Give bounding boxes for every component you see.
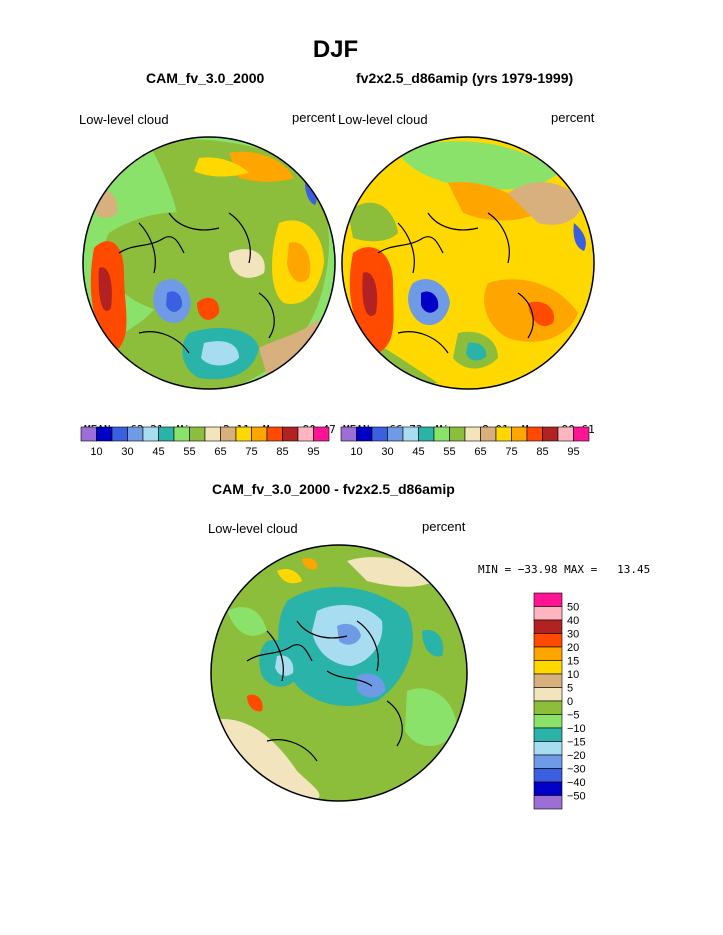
- colorbar-difference-swatch: [533, 754, 563, 769]
- colorbar-panel-2-tick-label: 45: [412, 446, 424, 458]
- colorbar-panel-1-swatch: [80, 426, 97, 442]
- colorbar-panel-2-swatch: [402, 426, 419, 442]
- colorbar-difference-swatch: [533, 687, 563, 702]
- colorbar-panel-1-swatch: [313, 426, 330, 442]
- panel-1-units-label: percent: [292, 110, 336, 125]
- colorbar-panel-1-swatch: [142, 426, 159, 442]
- colorbar-difference-swatch: [533, 700, 563, 715]
- colorbar-panel-2-swatch: [526, 426, 543, 442]
- colorbar-difference-tick-label: 40: [567, 615, 579, 627]
- colorbar-panel-2-swatch: [557, 426, 574, 442]
- colorbar-difference-tick-label: −5: [567, 710, 580, 722]
- colorbar-panel-1-tick-label: 85: [276, 446, 288, 458]
- colorbar-difference-tick-label: 50: [567, 602, 579, 614]
- colorbar-panel-2-swatch: [542, 426, 559, 442]
- colorbar-difference-swatch: [533, 673, 563, 688]
- colorbar-difference-swatch: [533, 660, 563, 675]
- colorbar-panel-1-swatch: [282, 426, 299, 442]
- colorbar-panel-2-tick-label: 95: [567, 446, 579, 458]
- colorbar-panel-1-swatch: [173, 426, 190, 442]
- panel-1-variable-label: Low-level cloud: [79, 112, 169, 127]
- colorbar-panel-2-swatch: [356, 426, 373, 442]
- colorbar-difference-swatch: [533, 633, 563, 648]
- colorbar-difference-tick-label: −15: [567, 737, 586, 749]
- polar-map-difference: [210, 544, 468, 802]
- colorbar-difference-swatch: [533, 781, 563, 796]
- colorbar-panel-2-swatch: [387, 426, 404, 442]
- colorbar-difference-swatch: [533, 714, 563, 729]
- colorbar-difference-swatch: [533, 768, 563, 783]
- colorbar-panel-1-swatch: [220, 426, 237, 442]
- colorbar-panel-1-swatch: [251, 426, 268, 442]
- colorbar-panel-2-swatch: [511, 426, 528, 442]
- colorbar-panel-2-swatch: [573, 426, 590, 442]
- colorbar-panel-1-swatch: [189, 426, 206, 442]
- colorbar-difference-swatch: [533, 619, 563, 634]
- panel-2-model-title: fv2x2.5_d86amip (yrs 1979-1999): [356, 70, 574, 86]
- colorbar-panel-2-swatch: [433, 426, 450, 442]
- colorbar-panel-1-swatch: [96, 426, 113, 442]
- colorbar-panel-2: 10 30 45 55 65 75 85 95: [340, 426, 590, 458]
- colorbar-difference-swatch: [533, 646, 563, 661]
- colorbar-difference-tick-label: −30: [567, 764, 586, 776]
- colorbar-difference-swatch: [533, 592, 563, 607]
- colorbar-panel-1-tick-label: 45: [152, 446, 164, 458]
- colorbar-difference-tick-label: −10: [567, 723, 586, 735]
- colorbar-difference-tick-label: 5: [567, 683, 573, 695]
- panel-2-units-label: percent: [551, 110, 595, 125]
- colorbar-panel-1-tick-label: 55: [183, 446, 195, 458]
- colorbar-panel-1-swatch: [158, 426, 175, 442]
- page-title: DJF: [312, 36, 359, 63]
- colorbar-difference-tick-label: 20: [567, 642, 579, 654]
- difference-variable-label: Low-level cloud: [208, 521, 298, 536]
- colorbar-difference-tick-label: 10: [567, 669, 579, 681]
- colorbar-panel-1-swatch: [204, 426, 221, 442]
- difference-title: CAM_fv_3.0_2000 - fv2x2.5_d86amip: [212, 481, 455, 497]
- colorbar-panel-1-swatch: [235, 426, 252, 442]
- colorbar-panel-2-tick-label: 75: [505, 446, 517, 458]
- colorbar-panel-2-swatch: [371, 426, 388, 442]
- colorbar-panel-2-tick-label: 85: [536, 446, 548, 458]
- colorbar-difference-tick-label: 0: [567, 696, 573, 708]
- colorbar-panel-1-tick-label: 65: [214, 446, 226, 458]
- colorbar-panel-2-swatch: [480, 426, 497, 442]
- colorbar-panel-2-swatch: [464, 426, 481, 442]
- colorbar-panel-2-swatch: [449, 426, 466, 442]
- colorbar-difference-swatch: [533, 606, 563, 621]
- colorbar-panel-1-tick-label: 10: [90, 446, 102, 458]
- colorbar-difference-swatch: [533, 741, 563, 756]
- colorbar-panel-1-tick-label: 75: [245, 446, 257, 458]
- difference-units-label: percent: [422, 519, 466, 534]
- colorbar-panel-1-swatch: [127, 426, 144, 442]
- colorbar-panel-1-swatch: [111, 426, 128, 442]
- colorbar-panel-2-tick-label: 30: [381, 446, 393, 458]
- panel-2-variable-label: Low-level cloud: [338, 112, 428, 127]
- colorbar-difference-swatch: [533, 795, 563, 810]
- difference-min-max: MIN = −33.98 MAX = 13.45: [478, 563, 651, 576]
- colorbar-panel-1-swatch: [266, 426, 283, 442]
- colorbar-difference-tick-label: −50: [567, 791, 586, 803]
- colorbar-difference-tick-label: 30: [567, 629, 579, 641]
- colorbar-panel-2-swatch: [340, 426, 357, 442]
- colorbar-panel-2-tick-label: 55: [443, 446, 455, 458]
- colorbar-panel-1-swatch: [297, 426, 314, 442]
- panel-1-model-title: CAM_fv_3.0_2000: [146, 70, 265, 86]
- colorbar-difference-swatch: [533, 727, 563, 742]
- colorbar-difference-tick-label: 15: [567, 656, 579, 668]
- colorbar-panel-1-tick-label: 30: [121, 446, 133, 458]
- colorbar-difference-tick-label: −20: [567, 750, 586, 762]
- colorbar-panel-2-tick-label: 65: [474, 446, 486, 458]
- colorbar-panel-1: 10 30 45 55 65 75 85 95: [80, 426, 330, 458]
- polar-map-1: [82, 136, 336, 390]
- colorbar-panel-2-swatch: [495, 426, 512, 442]
- polar-map-2: [341, 136, 595, 390]
- colorbar-panel-2-swatch: [418, 426, 435, 442]
- colorbar-panel-1-tick-label: 95: [307, 446, 319, 458]
- colorbar-difference-tick-label: −40: [567, 777, 586, 789]
- colorbar-panel-2-tick-label: 10: [350, 446, 362, 458]
